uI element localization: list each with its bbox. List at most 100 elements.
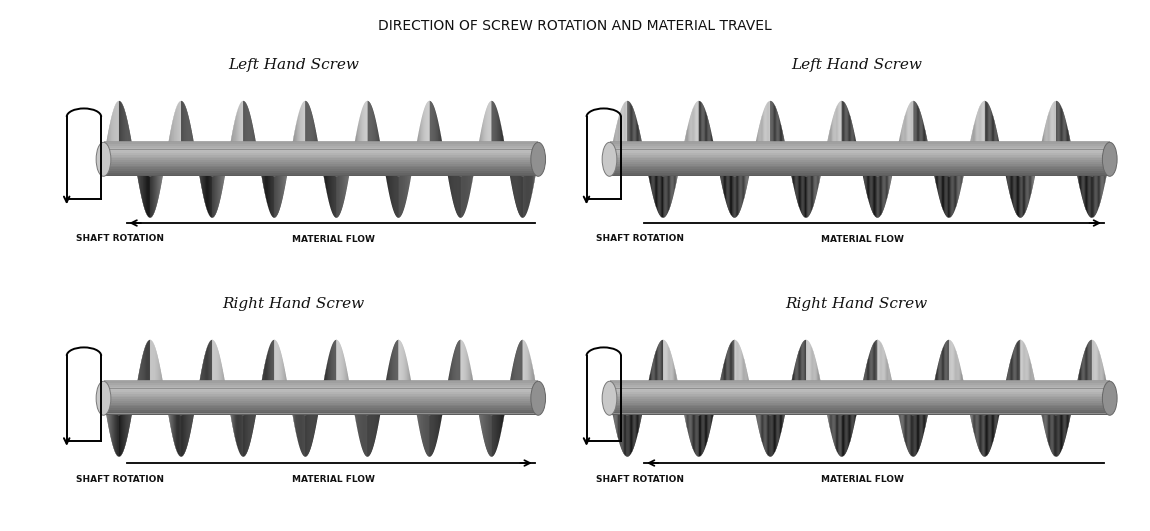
Polygon shape	[775, 106, 776, 144]
Polygon shape	[966, 392, 967, 398]
Polygon shape	[1044, 125, 1045, 151]
Polygon shape	[1058, 102, 1060, 143]
Polygon shape	[922, 408, 923, 438]
Polygon shape	[710, 407, 711, 433]
Polygon shape	[899, 135, 900, 154]
Polygon shape	[917, 104, 918, 144]
Polygon shape	[798, 351, 799, 386]
Polygon shape	[719, 380, 720, 395]
Polygon shape	[842, 101, 843, 142]
Polygon shape	[689, 116, 690, 148]
Polygon shape	[914, 415, 915, 456]
Polygon shape	[672, 355, 673, 387]
Polygon shape	[1006, 374, 1007, 393]
Polygon shape	[974, 408, 975, 438]
Polygon shape	[956, 172, 957, 207]
Polygon shape	[971, 135, 972, 154]
Polygon shape	[1071, 402, 1072, 416]
Polygon shape	[904, 409, 905, 442]
Polygon shape	[932, 159, 933, 165]
Polygon shape	[715, 153, 716, 159]
Polygon shape	[963, 165, 964, 183]
Polygon shape	[951, 341, 952, 382]
Polygon shape	[741, 348, 742, 384]
Polygon shape	[930, 398, 932, 404]
Polygon shape	[834, 112, 835, 147]
Polygon shape	[906, 109, 907, 145]
Polygon shape	[884, 351, 886, 386]
Polygon shape	[1106, 163, 1107, 177]
Polygon shape	[790, 163, 791, 177]
Text: MATERIAL FLOW: MATERIAL FLOW	[821, 475, 904, 484]
Polygon shape	[1087, 175, 1088, 215]
Polygon shape	[665, 176, 666, 217]
Polygon shape	[678, 386, 680, 397]
Polygon shape	[1037, 159, 1038, 165]
Polygon shape	[721, 369, 722, 391]
Polygon shape	[1046, 409, 1048, 442]
Bar	[104, 150, 538, 151]
Polygon shape	[995, 120, 996, 149]
Polygon shape	[1049, 412, 1050, 449]
Polygon shape	[1080, 364, 1081, 390]
Polygon shape	[716, 159, 718, 165]
Polygon shape	[819, 165, 820, 183]
Polygon shape	[912, 101, 913, 142]
Polygon shape	[695, 414, 696, 454]
Polygon shape	[874, 341, 875, 382]
Polygon shape	[731, 175, 733, 217]
Polygon shape	[1007, 166, 1009, 189]
Polygon shape	[1060, 414, 1061, 454]
Polygon shape	[612, 141, 613, 156]
Polygon shape	[723, 169, 724, 199]
Polygon shape	[703, 104, 704, 144]
Bar	[610, 410, 1110, 412]
Bar	[104, 392, 538, 394]
Bar	[610, 155, 1110, 157]
Polygon shape	[820, 380, 821, 395]
Text: Left Hand Screw: Left Hand Screw	[791, 58, 922, 72]
Polygon shape	[681, 398, 682, 404]
Bar	[610, 381, 1110, 383]
Polygon shape	[829, 405, 830, 427]
Polygon shape	[1036, 386, 1037, 397]
Polygon shape	[796, 359, 797, 388]
Polygon shape	[1034, 374, 1035, 393]
Polygon shape	[702, 414, 703, 456]
Text: SHAFT ROTATION: SHAFT ROTATION	[76, 234, 164, 243]
Polygon shape	[745, 168, 746, 194]
Polygon shape	[887, 359, 888, 388]
Polygon shape	[661, 176, 662, 217]
Polygon shape	[662, 340, 664, 381]
Polygon shape	[745, 364, 746, 390]
Polygon shape	[900, 405, 902, 427]
Polygon shape	[768, 101, 769, 143]
Polygon shape	[688, 408, 689, 438]
Polygon shape	[775, 413, 776, 451]
Polygon shape	[1056, 101, 1057, 142]
Polygon shape	[666, 175, 667, 217]
Bar	[104, 399, 538, 401]
Polygon shape	[1030, 169, 1032, 199]
Polygon shape	[630, 102, 631, 143]
Bar	[610, 399, 1110, 401]
Polygon shape	[728, 173, 729, 210]
Polygon shape	[991, 411, 994, 446]
Polygon shape	[1014, 345, 1015, 383]
Bar	[610, 162, 1110, 164]
Polygon shape	[632, 413, 634, 451]
Polygon shape	[1102, 359, 1103, 388]
Polygon shape	[1068, 405, 1070, 427]
Polygon shape	[618, 409, 619, 442]
Bar	[104, 380, 538, 381]
Polygon shape	[733, 176, 734, 217]
Polygon shape	[825, 400, 826, 410]
Polygon shape	[1084, 348, 1086, 384]
Polygon shape	[879, 340, 880, 382]
Polygon shape	[621, 413, 622, 451]
Polygon shape	[1004, 386, 1005, 397]
Polygon shape	[861, 161, 862, 172]
Bar	[610, 385, 1110, 387]
Polygon shape	[964, 163, 965, 177]
Polygon shape	[1109, 159, 1110, 165]
